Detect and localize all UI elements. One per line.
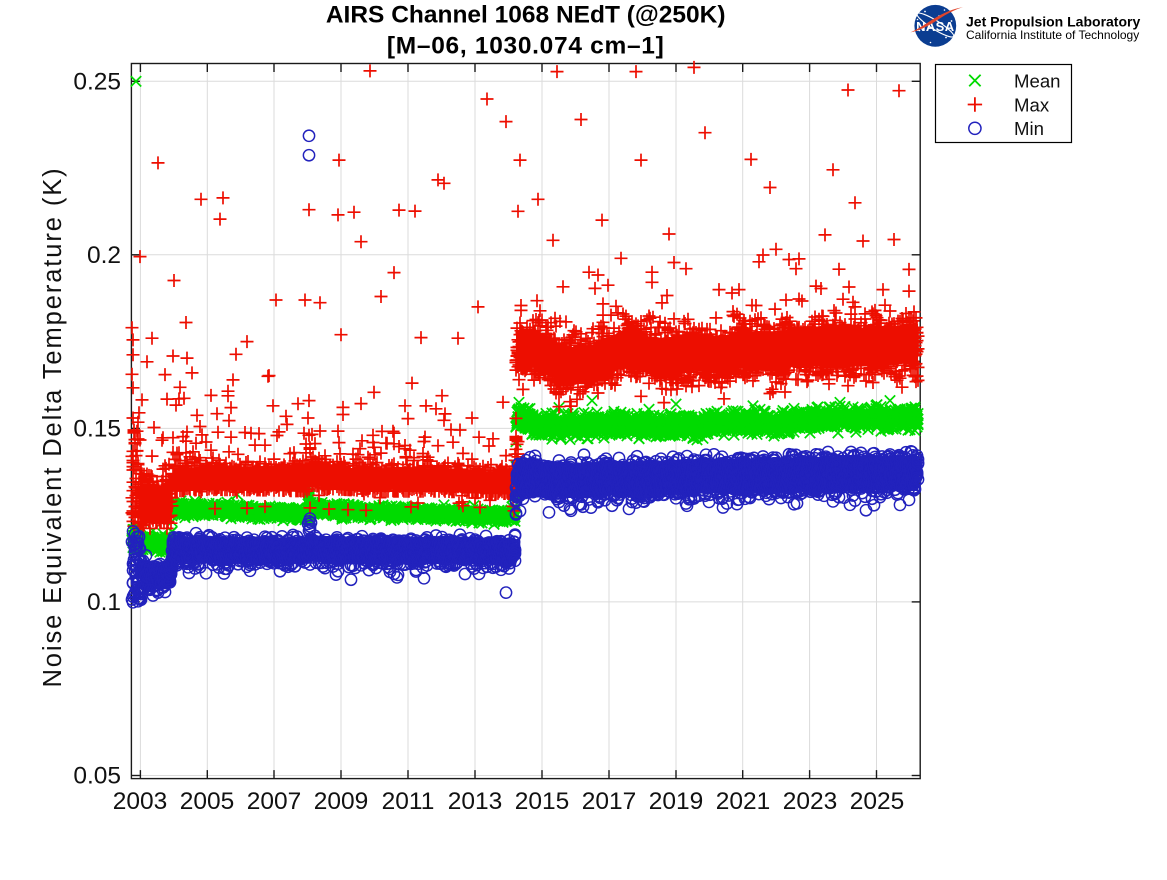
svg-text:Mean: Mean (1014, 70, 1061, 91)
svg-text:2011: 2011 (382, 788, 435, 815)
svg-text:2015: 2015 (515, 788, 570, 815)
svg-text:2013: 2013 (448, 788, 503, 815)
svg-text:2009: 2009 (314, 788, 369, 815)
svg-text:2019: 2019 (649, 788, 704, 815)
svg-text:AIRS Channel 1068 NEdT (@250K): AIRS Channel 1068 NEdT (@250K) (326, 2, 726, 29)
svg-text:2023: 2023 (783, 788, 838, 815)
svg-text:2017: 2017 (582, 788, 637, 815)
svg-text:0.2: 0.2 (87, 242, 121, 269)
svg-text:Noise Equivalent Delta Tempera: Noise Equivalent Delta Temperature (K) (39, 166, 67, 687)
svg-text:2021: 2021 (716, 788, 771, 815)
svg-text:[M–06, 1030.074 cm–1]: [M–06, 1030.074 cm–1] (387, 33, 665, 60)
svg-text:2007: 2007 (247, 788, 302, 815)
svg-text:Max: Max (1014, 94, 1050, 115)
svg-text:2025: 2025 (850, 788, 905, 815)
svg-text:2005: 2005 (180, 788, 235, 815)
svg-text:0.15: 0.15 (73, 416, 121, 443)
svg-text:0.1: 0.1 (87, 589, 121, 616)
svg-text:NASA: NASA (916, 19, 955, 34)
svg-text:2003: 2003 (113, 788, 168, 815)
svg-text:0.25: 0.25 (73, 69, 121, 96)
svg-text:Jet Propulsion Laboratory: Jet Propulsion Laboratory (966, 14, 1140, 30)
svg-text:California Institute of Techno: California Institute of Technology (966, 28, 1139, 42)
svg-text:Min: Min (1014, 118, 1044, 139)
svg-text:0.05: 0.05 (73, 763, 121, 790)
